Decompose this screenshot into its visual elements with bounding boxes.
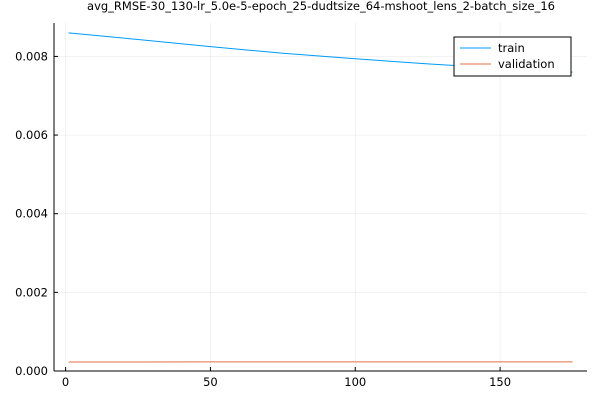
plot-series — [68, 32, 573, 363]
x-tick-label: 0 — [62, 375, 69, 389]
y-tick-label: 0.006 — [15, 128, 48, 142]
legend-label-validation: validation — [498, 57, 555, 71]
y-tick-label: 0.002 — [15, 285, 48, 299]
chart-title: avg_RMSE-30_130-lr_5.0e-5-epoch_25-dudts… — [87, 0, 555, 13]
x-tick-label: 150 — [489, 375, 511, 389]
legend-box — [453, 36, 572, 77]
y-tick-label: 0.004 — [15, 207, 48, 221]
axes: 0 50 100 150 0.000 0.002 0.004 0.006 0.008 — [15, 23, 587, 389]
legend-label-train: train — [498, 41, 525, 55]
x-tick-label: 100 — [344, 375, 366, 389]
legend: train validation — [453, 36, 572, 77]
y-tick-label: 0.008 — [15, 49, 48, 63]
x-tick-label: 50 — [203, 375, 218, 389]
y-tick-label: 0.000 — [15, 364, 48, 378]
